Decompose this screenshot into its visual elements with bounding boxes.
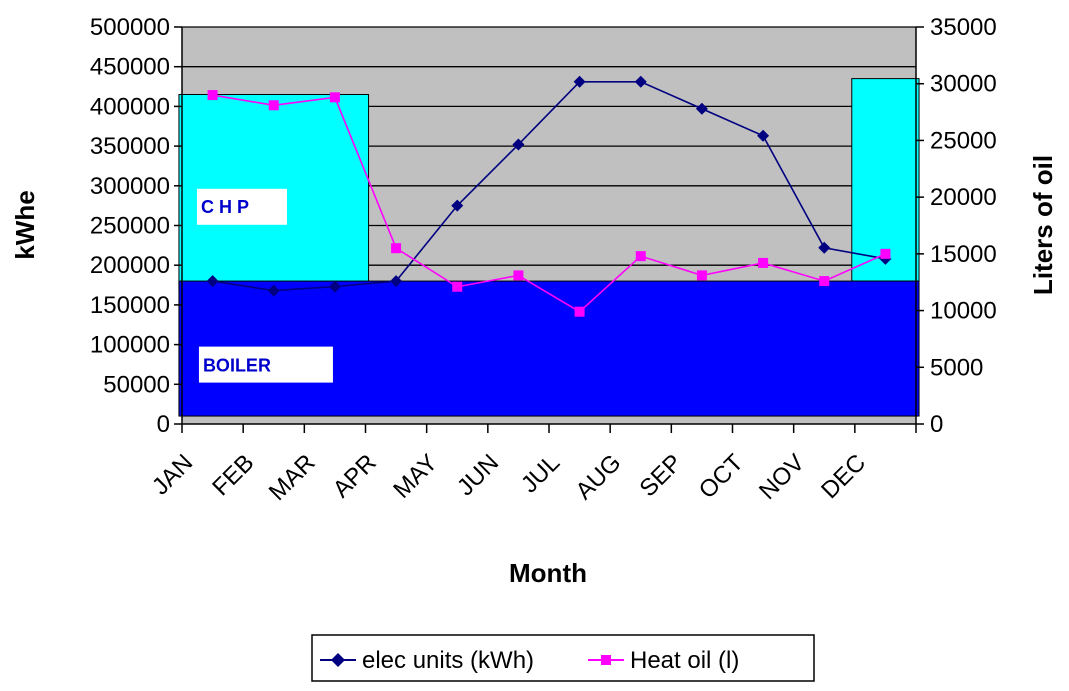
legend-label-elec: elec units (kWh) xyxy=(362,647,534,674)
boiler-label-box xyxy=(198,346,333,383)
legend-marker-elec xyxy=(331,653,345,667)
oil-point-nov xyxy=(819,276,830,287)
regions: C H P BOILER xyxy=(178,78,920,417)
x-tick-label: JUN xyxy=(452,449,504,501)
x-axis-title: Month xyxy=(509,558,587,588)
oil-point-mar xyxy=(329,92,340,103)
elec-point-may xyxy=(451,199,464,212)
boiler-label: BOILER xyxy=(203,356,271,376)
elec-point-apr xyxy=(390,275,403,288)
elec-point-jun xyxy=(512,138,525,151)
series-line-elec xyxy=(212,80,886,292)
y-tick-label: 500000 xyxy=(90,14,170,41)
oil-point-dec xyxy=(880,248,891,259)
oil-point-jan xyxy=(207,90,218,101)
y-tick-label: 400000 xyxy=(90,93,170,120)
oil-point-sep xyxy=(696,270,707,281)
y-axis-title: kWhe xyxy=(10,190,40,259)
legend-label-oil: Heat oil (l) xyxy=(630,647,739,674)
oil-point-feb xyxy=(268,100,279,111)
x-tick-label: AUG xyxy=(571,449,627,505)
y-tick-label: 200000 xyxy=(90,252,170,279)
elec-point-mar xyxy=(328,280,341,293)
oil-point-apr xyxy=(391,243,402,254)
y2-axis-title: Liters of oil xyxy=(1028,155,1058,295)
oil-point-may xyxy=(452,281,463,292)
y2-tick-label: 30000 xyxy=(930,71,997,98)
x-tick-label: OCT xyxy=(694,449,749,504)
y-tick-label: 250000 xyxy=(90,213,170,240)
elec-point-feb xyxy=(267,284,280,297)
y2-tick-label: 5000 xyxy=(930,354,983,381)
y-tick-label: 0 xyxy=(157,411,170,438)
series-line-oil xyxy=(212,94,886,313)
y-tick-label: 450000 xyxy=(90,54,170,81)
y2-tick-label: 10000 xyxy=(930,298,997,325)
legend: elec units (kWh) Heat oil (l) xyxy=(311,634,815,682)
x-tick-label: DEC xyxy=(816,449,871,504)
x-tick-label: JAN xyxy=(147,449,198,500)
x-tick-label: JUL xyxy=(516,449,565,498)
y2-tick-label: 20000 xyxy=(930,184,997,211)
oil-point-jul xyxy=(574,306,585,317)
elec-point-jul xyxy=(573,75,586,88)
elec-point-oct xyxy=(757,129,770,142)
legend-marker-oil xyxy=(601,655,611,665)
y-tick-label: 150000 xyxy=(90,292,170,319)
elec-point-nov xyxy=(818,241,831,254)
x-tick-label: APR xyxy=(328,449,382,503)
y2-tick-label: 15000 xyxy=(930,241,997,268)
oil-point-oct xyxy=(758,257,769,268)
x-tick-label: NOV xyxy=(754,449,810,505)
x-tick-label: MAY xyxy=(388,449,443,504)
oil-point-jun xyxy=(513,270,524,281)
series-lines xyxy=(206,75,892,317)
y2-tick-label: 0 xyxy=(930,411,943,438)
elec-point-jan xyxy=(206,275,219,288)
oil-point-aug xyxy=(635,251,646,262)
chp-label-box xyxy=(196,188,287,225)
elec-point-aug xyxy=(634,75,647,88)
legend-box xyxy=(311,634,815,682)
y-tick-label: 100000 xyxy=(90,332,170,359)
x-tick-label: SEP xyxy=(635,449,688,502)
x-tick-label: FEB xyxy=(207,449,259,501)
y-tick-label: 50000 xyxy=(103,371,170,398)
elec-point-sep xyxy=(695,102,708,115)
y2-tick-label: 25000 xyxy=(930,127,997,154)
chp-label: C H P xyxy=(201,197,249,217)
y-tick-label: 300000 xyxy=(90,173,170,200)
y-tick-label: 350000 xyxy=(90,133,170,160)
y2-tick-label: 35000 xyxy=(930,14,997,41)
x-tick-label: MAR xyxy=(264,449,321,506)
